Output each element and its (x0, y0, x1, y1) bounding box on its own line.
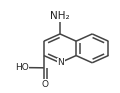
Text: N: N (57, 58, 64, 67)
Text: NH₂: NH₂ (50, 11, 70, 21)
Text: O: O (42, 80, 49, 89)
Text: HO: HO (15, 63, 28, 72)
